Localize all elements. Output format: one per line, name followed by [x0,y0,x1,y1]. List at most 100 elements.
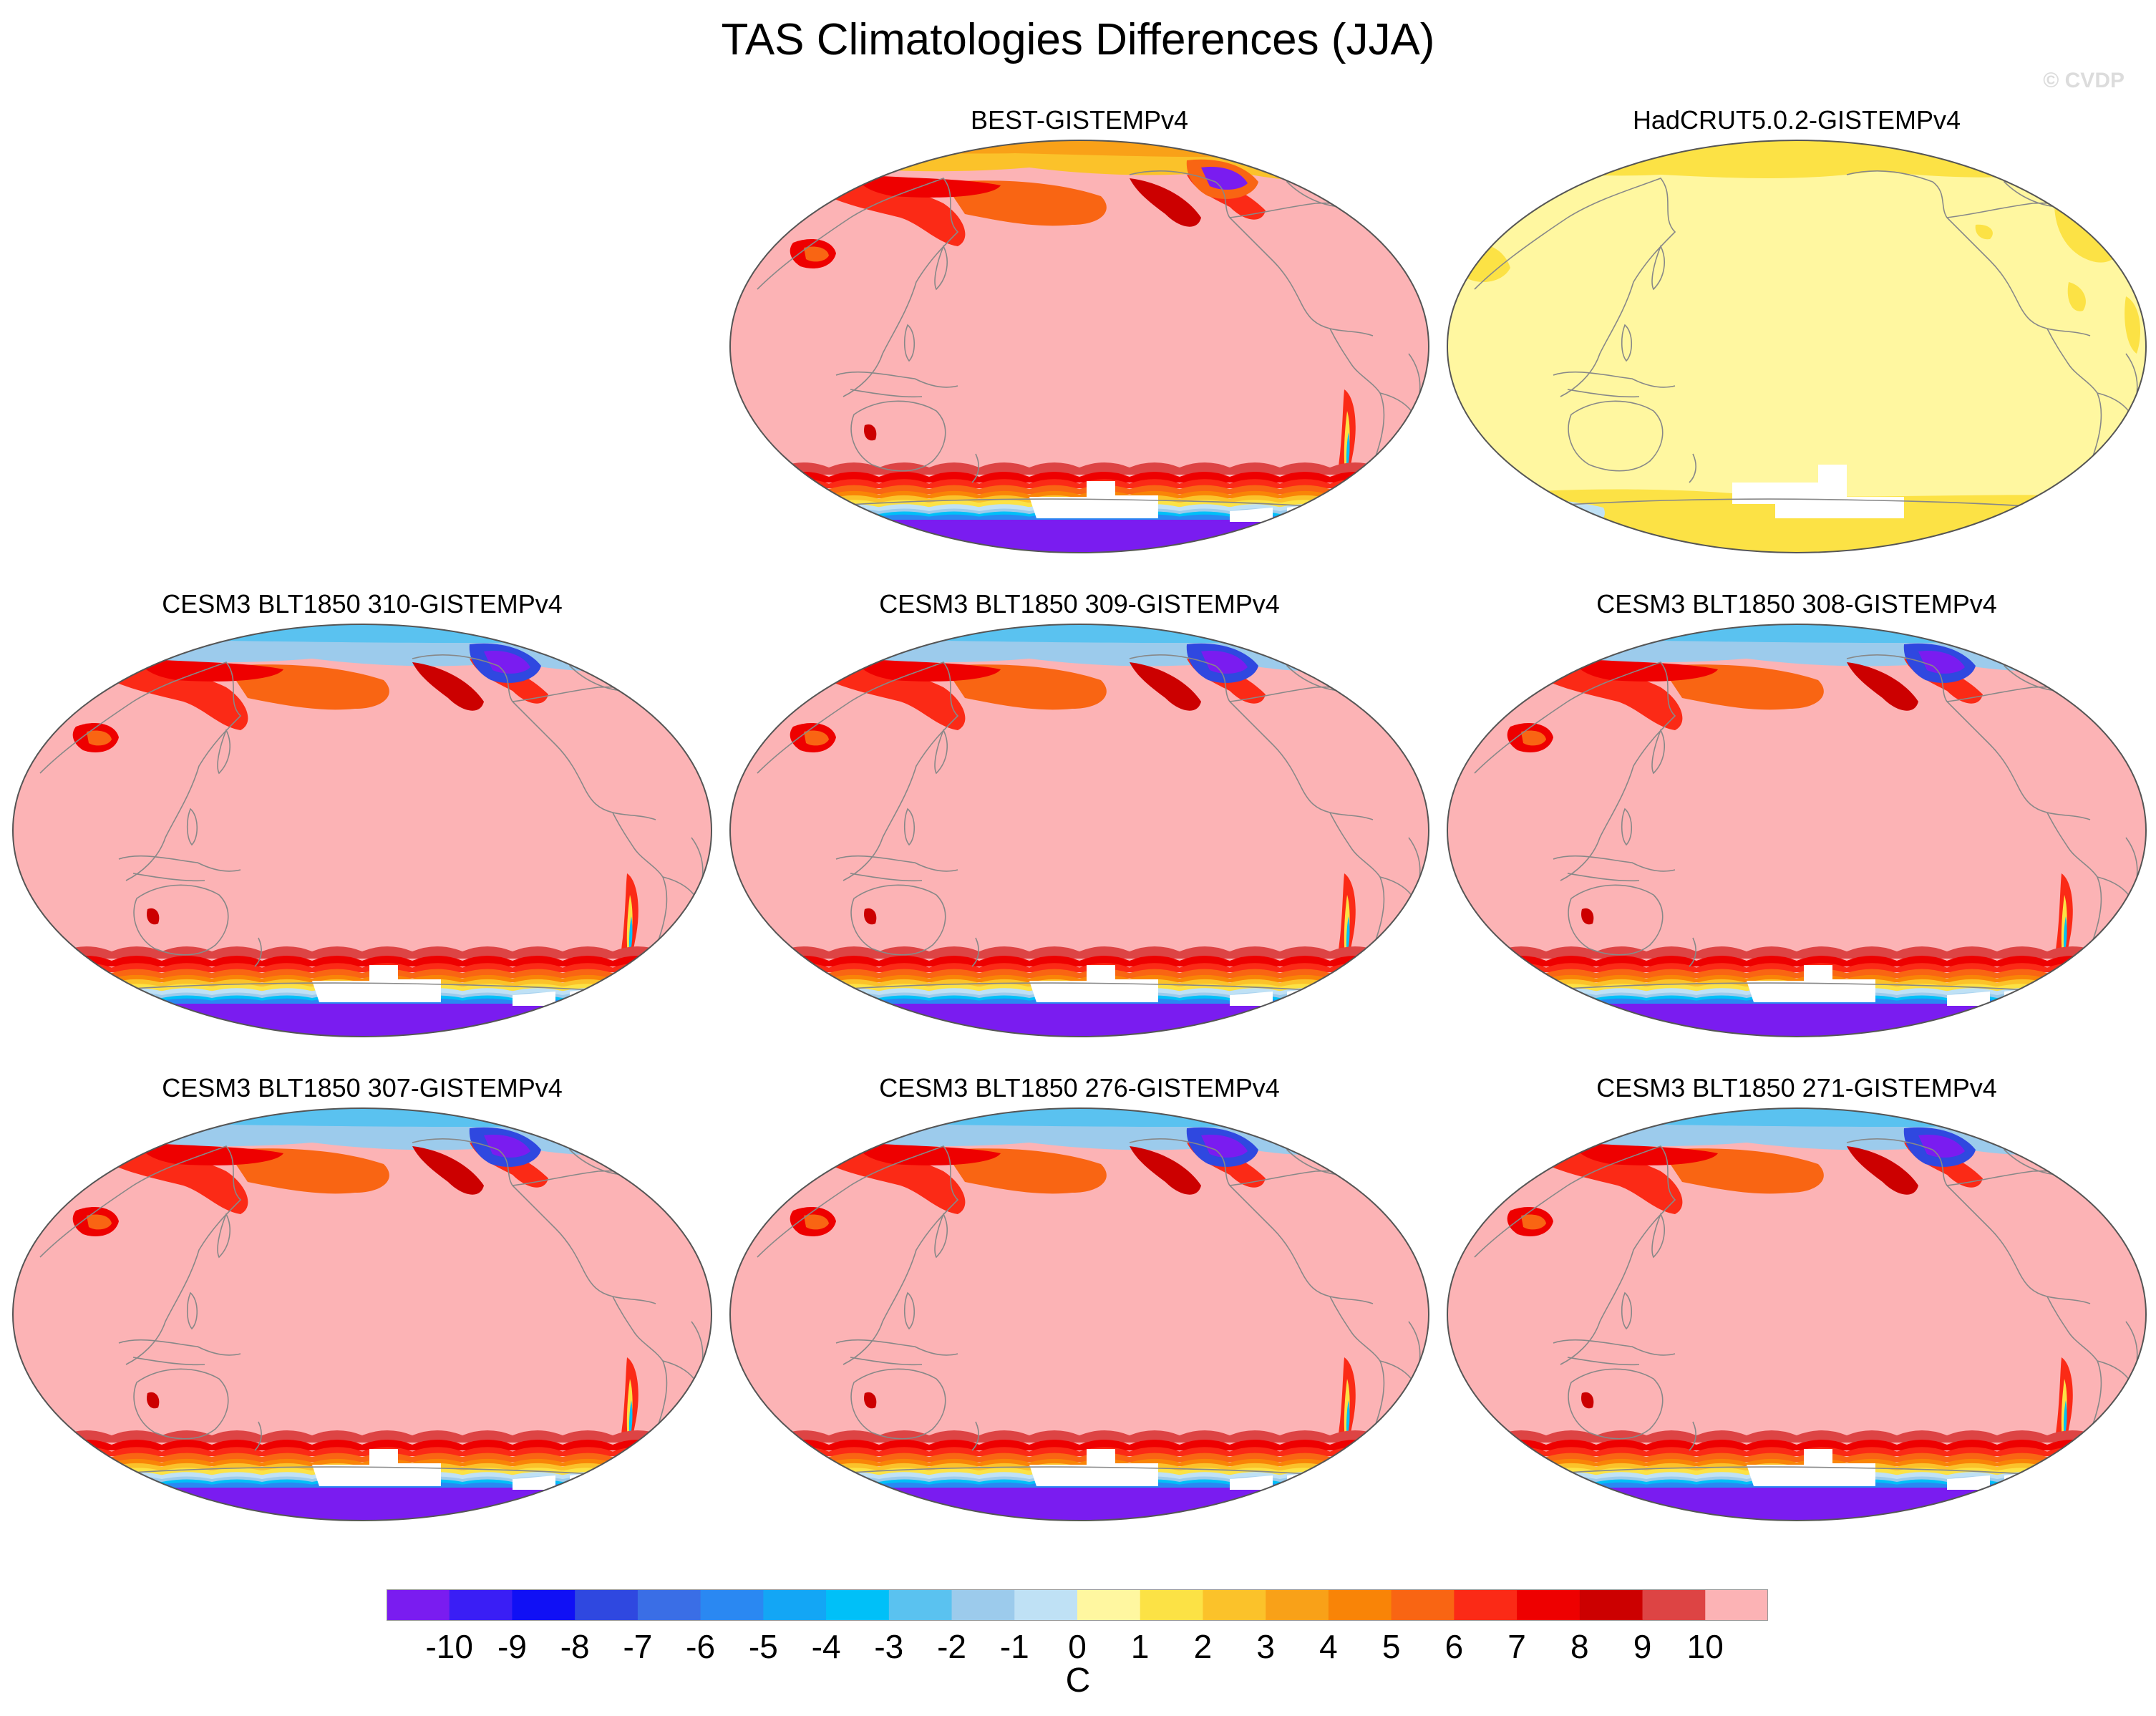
coastline-new-zealand [1689,937,1696,967]
colorbar-swatch [512,1589,576,1621]
coastline-japan [934,1213,948,1259]
map-field [730,624,1429,1037]
map-panel: BEST-GISTEMPv4 [729,105,1430,584]
field-region [804,246,829,262]
coastline-indonesia [118,1339,241,1356]
field-band [1447,1430,2146,1443]
coastline-philippines [186,1291,198,1330]
coastline-australia [850,884,946,956]
coastline-asia [39,661,242,881]
colorbar-swatch [449,1589,513,1621]
field-region-antarctica [13,1488,712,1521]
field-region [804,1214,829,1230]
coastline-indonesia [835,1339,958,1356]
field-band [13,1430,712,1443]
colorbar-tick-label: -8 [560,1628,590,1665]
map-border [1447,624,2147,1037]
panel-title: CESM3 BLT1850 271-GISTEMPv4 [1596,1073,1997,1102]
field-region [1201,1135,1248,1158]
field-region [1346,916,1350,956]
map [1447,1107,2147,1521]
map-border [12,1107,712,1521]
field-region [1130,1146,1201,1195]
map-border [729,1107,1429,1521]
coastline-north-america [412,1138,656,1304]
field-region [1346,432,1350,472]
field-region [1575,659,1718,682]
coastline-asia [1474,661,1676,881]
coastline-new-zealand [971,1421,979,1451]
coastline-japan [934,729,948,775]
field-region [1344,1379,1350,1443]
missing-data-region [513,1475,555,1490]
field-region [1344,895,1350,959]
field-region [87,1214,112,1230]
colorbar-swatch [1454,1589,1518,1621]
field-band [1447,1440,2146,1450]
map-field [13,1108,712,1521]
field-band [13,956,712,966]
map-panel: CESM3 BLT1850 307-GISTEMPv4 [11,1072,713,1552]
field-region [1847,662,1918,711]
missing-data-region [1947,1475,1990,1490]
map [1447,140,2147,553]
colorbar-tick-label: -5 [748,1628,778,1665]
field-region [628,1400,633,1440]
coastline-north-america [412,654,656,820]
field-region [1581,908,1594,925]
map [729,140,1429,553]
colorbar-swatch [1203,1589,1266,1621]
coastline-asia [757,178,959,397]
coastline-australia [1568,400,1664,472]
colorbar-swatch [1642,1589,1706,1621]
field-region [872,1108,1301,1128]
field-region [1521,1214,1546,1230]
coastline-indonesia [850,873,923,882]
colorbar-tick-labels: -10 -9 -8 -7 -6 -5 -4 -3 -2 -1 0 1 2 3 4 5 6 7 8 9 10 [387,1627,1768,1667]
field-region [804,730,829,746]
colorbar-tick-label: -3 [874,1628,904,1665]
coastline-indonesia [1567,873,1640,882]
colorbar-tick-label: 9 [1633,1628,1652,1665]
field-region [1589,624,2019,644]
field-region [858,1143,1001,1165]
missing-data-region [1230,1475,1273,1490]
field-region [1344,411,1350,475]
field-region [2061,1379,2067,1443]
field-region [864,908,877,925]
colorbar-tick-label: 7 [1507,1628,1526,1665]
coastline-philippines [186,808,198,846]
coastline-philippines [1621,324,1633,362]
coastline-indonesia [835,371,958,388]
colorbar-tick-label: 1 [1130,1628,1150,1665]
field-region [147,1392,160,1409]
coastline-philippines [903,324,916,362]
field-region [2062,499,2137,533]
map-field [730,1108,1429,1521]
map [12,1107,712,1521]
map-border [729,140,1429,553]
colorbar-tick-label: 10 [1686,1628,1724,1665]
map-border [12,624,712,1037]
colorbar [387,1589,1768,1621]
panel-title: HadCRUT5.0.2-GISTEMPv4 [1632,105,1961,135]
coastline-new-zealand [254,937,262,967]
field-region [1847,1146,1918,1195]
field-region [626,895,633,959]
coastline-indonesia [1567,389,1640,398]
colorbar-tick-label: -1 [999,1628,1029,1665]
coastline-indonesia [132,873,205,882]
colorbar-tick-label: -9 [497,1628,527,1665]
coastline-japan [1651,1213,1665,1259]
coastline-philippines [903,1291,916,1330]
coastline-australia [850,400,946,472]
coastline-asia [757,661,959,881]
field-region [628,916,633,956]
colorbar-swatch [637,1589,701,1621]
field-region [412,662,484,711]
missing-data-region [2033,493,2104,518]
field-region [1975,224,1993,240]
field-band [1447,956,2146,966]
map-field [1447,140,2146,553]
field-band [730,946,1429,959]
